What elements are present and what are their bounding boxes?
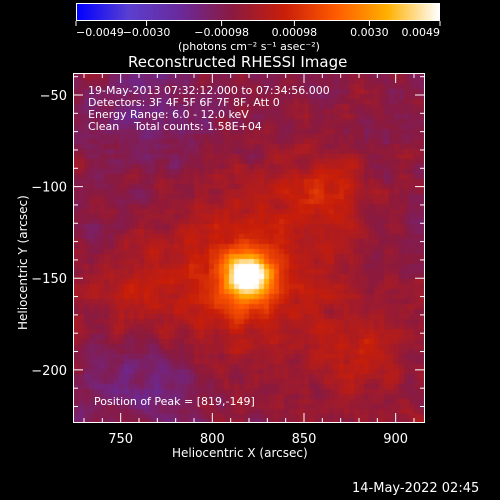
colorbar-ticks: −0.0049−0.0030 −0.00098 0.00098 0.0030 0.004… <box>75 21 441 39</box>
peak-position-label: Position of Peak = [819,-149] <box>94 395 255 408</box>
colorbar-tick-label: −0.00098 <box>194 26 249 39</box>
colorbar <box>76 3 440 21</box>
info-energy: Energy Range: 6.0 - 12.0 keV <box>88 108 249 121</box>
info-method: Clean <box>88 120 120 133</box>
plot-title: Reconstructed RHESSI Image <box>128 53 348 71</box>
colorbar-tick-label: 0.0049 <box>402 26 441 39</box>
colorbar-tick-label: −0.0049 <box>76 26 124 39</box>
x-axis-label: Heliocentric X (arcsec) <box>172 446 308 460</box>
colorbar-tick-label: 0.0030 <box>350 26 389 39</box>
x-tick-label: 850 <box>292 432 317 447</box>
y-tick-label: −100 <box>31 181 67 196</box>
y-tick-label: −50 <box>40 89 67 104</box>
colorbar-units: (photons cm⁻² s⁻¹ asec⁻²) <box>178 40 320 53</box>
colorbar-tick-label: 0.00098 <box>272 26 318 39</box>
plot-frame: 19-May-2013 07:32:12.000 to 07:34:56.000… <box>73 73 425 423</box>
info-counts: Total counts: 1.58E+04 <box>134 120 262 133</box>
x-tick-label: 750 <box>108 432 133 447</box>
colorbar-tick-label: −0.0030 <box>123 26 171 39</box>
x-tick-label: 800 <box>200 432 225 447</box>
info-time-range: 19-May-2013 07:32:12.000 to 07:34:56.000 <box>88 84 330 97</box>
heatmap-image <box>74 74 424 422</box>
x-tick-label: 900 <box>383 432 408 447</box>
timestamp: 14-May-2022 02:45 <box>352 481 480 496</box>
y-tick-label: −150 <box>31 272 67 287</box>
y-tick-label: −200 <box>31 364 67 379</box>
y-axis-label: Heliocentric Y (arcsec) <box>16 195 30 330</box>
info-detectors: Detectors: 3F 4F 5F 6F 7F 8F, Att 0 <box>88 96 280 109</box>
